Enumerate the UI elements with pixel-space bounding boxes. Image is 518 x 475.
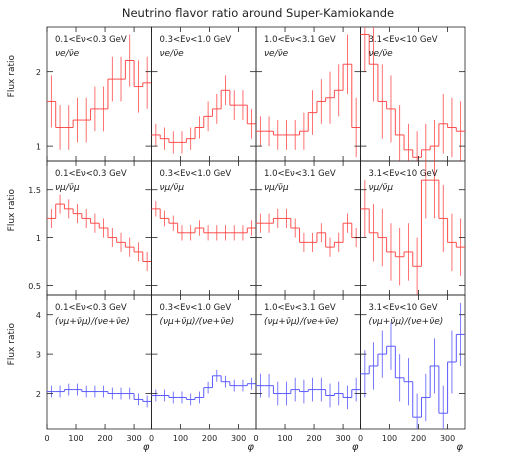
x-tick-label: 300 bbox=[335, 434, 350, 443]
ratio-label: νe/ν̄e bbox=[264, 49, 289, 59]
x-tick-label: 200 bbox=[306, 434, 321, 443]
figure-title: Neutrino flavor ratio around Super-Kamio… bbox=[122, 6, 394, 20]
energy-label: 0.1<Eν<0.3 GeV bbox=[55, 303, 127, 313]
x-tick-label: 100 bbox=[277, 434, 292, 443]
y-axis-label: Flux ratio bbox=[7, 189, 17, 232]
energy-label: 0.3<Eν<1.0 GeV bbox=[160, 35, 232, 45]
panel-0-2: 1.0<Eν<3.1 GeV νe/ν̄e bbox=[255, 26, 361, 162]
x-tick-label: 300 bbox=[126, 434, 141, 443]
ratio-label: (νμ+ν̄μ)/(νe+ν̄e) bbox=[55, 317, 130, 327]
ratio-label: νμ/ν̄μ bbox=[264, 183, 289, 193]
x-tick-label: 300 bbox=[440, 434, 455, 443]
panel-2-1: 0.3<Eν<1.0 GeV (νμ+ν̄μ)/(νe+ν̄e) 0 100 200 30… bbox=[149, 294, 257, 453]
energy-label: 0.3<Eν<1.0 GeV bbox=[160, 169, 232, 179]
energy-label: 3.1<Eν<10 GeV bbox=[369, 303, 438, 313]
panel-0-3: 3.1<Eν<10 GeV νe/ν̄e bbox=[360, 26, 466, 162]
x-axis-label: φ bbox=[247, 442, 254, 453]
energy-label: 0.1<Eν<0.3 GeV bbox=[55, 35, 127, 45]
ratio-label: νμ/ν̄μ bbox=[160, 183, 185, 193]
x-tick-label: 0 bbox=[44, 434, 49, 443]
y-tick-label: 1 bbox=[36, 143, 41, 152]
x-tick-label: 200 bbox=[202, 434, 217, 443]
energy-label: 0.1<Eν<0.3 GeV bbox=[55, 169, 127, 179]
panel-0-0: 1 2 0.1<Eν<0.3 GeV νe/ν̄e bbox=[36, 26, 152, 162]
x-tick-label: 100 bbox=[173, 434, 188, 443]
x-tick-label: 200 bbox=[97, 434, 112, 443]
y-tick-label: 1.5 bbox=[28, 186, 41, 195]
x-tick-label: 0 bbox=[358, 434, 363, 443]
x-tick-label: 200 bbox=[411, 434, 426, 443]
panels-grid: 1 2 0.1<Eν<0.3 GeV νe/ν̄e 0.3<Eν<1.0 GeV νe/ν… bbox=[7, 26, 466, 453]
y-tick-label: 3 bbox=[36, 351, 41, 360]
x-axis-label: φ bbox=[456, 442, 463, 453]
y-axis-label: Flux ratio bbox=[7, 323, 17, 366]
panel-2-3: 3.1<Eν<10 GeV (νμ+ν̄μ)/(νe+ν̄e) 0 100 200 300… bbox=[358, 294, 466, 453]
x-tick-label: 100 bbox=[382, 434, 397, 443]
panel-1-0: 0.5 1 1.5 0.1<Eν<0.3 GeV νμ/ν̄μ bbox=[28, 160, 152, 296]
ratio-label: νe/ν̄e bbox=[55, 49, 80, 59]
energy-label: 1.0<Eν<3.1 GeV bbox=[264, 169, 336, 179]
y-tick-label: 2 bbox=[36, 68, 41, 77]
ratio-label: νe/ν̄e bbox=[160, 49, 185, 59]
x-axis-label: φ bbox=[352, 442, 359, 453]
energy-label: 3.1<Eν<10 GeV bbox=[369, 169, 438, 179]
panel-1-2: 1.0<Eν<3.1 GeV νμ/ν̄μ bbox=[255, 160, 361, 296]
energy-label: 0.3<Eν<1.0 GeV bbox=[160, 303, 232, 313]
ratio-label: νμ/ν̄μ bbox=[55, 183, 80, 193]
panel-1-3: 3.1<Eν<10 GeV νμ/ν̄μ bbox=[360, 160, 466, 296]
energy-label: 3.1<Eν<10 GeV bbox=[369, 35, 438, 45]
ratio-label: νμ/ν̄μ bbox=[369, 183, 394, 193]
ratio-label: (νμ+ν̄μ)/(νe+ν̄e) bbox=[264, 317, 339, 327]
panel-2-2: 1.0<Eν<3.1 GeV (νμ+ν̄μ)/(νe+ν̄e) 0 100 200 30… bbox=[253, 294, 361, 453]
y-tick-label: 0.5 bbox=[28, 282, 41, 291]
x-tick-label: 0 bbox=[149, 434, 154, 443]
x-tick-label: 300 bbox=[231, 434, 246, 443]
ratio-label: (νμ+ν̄μ)/(νe+ν̄e) bbox=[160, 317, 235, 327]
y-tick-label: 4 bbox=[36, 311, 41, 320]
y-axis-label: Flux ratio bbox=[7, 55, 17, 98]
x-axis-label: φ bbox=[143, 442, 150, 453]
x-tick-label: 0 bbox=[253, 434, 258, 443]
panel-2-0: 2 3 4 0.1<Eν<0.3 GeV (νμ+ν̄μ)/(νe+ν̄e) 0 100 20… bbox=[36, 294, 152, 453]
y-tick-label: 2 bbox=[36, 390, 41, 399]
ratio-label: (νμ+ν̄μ)/(νe+ν̄e) bbox=[369, 317, 444, 327]
energy-label: 1.0<Eν<3.1 GeV bbox=[264, 35, 336, 45]
panel-frame bbox=[360, 294, 466, 430]
ratio-label: νe/ν̄e bbox=[369, 49, 394, 59]
energy-label: 1.0<Eν<3.1 GeV bbox=[264, 303, 336, 313]
y-tick-label: 1 bbox=[36, 234, 41, 243]
x-tick-label: 100 bbox=[68, 434, 83, 443]
